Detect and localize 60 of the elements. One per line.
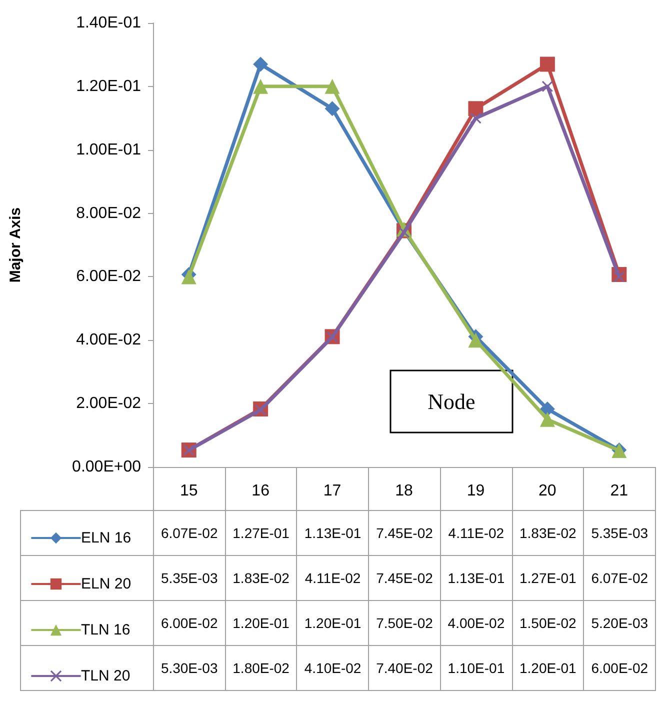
data-label: 4.11E-02 [296,555,370,601]
point [253,56,268,72]
x-tick-label: 16 [252,482,270,500]
y-tick-label: 2.00E-02 [76,395,142,412]
legend-label: TLN 16 [81,622,130,638]
point [470,112,482,124]
data-label: 5.35E-03 [583,510,656,556]
point [253,78,268,94]
point [540,401,555,416]
data-label: 4.10E-02 [296,645,370,691]
point [324,101,340,116]
point [540,56,555,72]
data-label: 1.20E-01 [296,600,370,646]
data-label: 4.11E-02 [440,510,513,556]
data-label: 1.27E-01 [224,510,298,556]
data-label: 5.30E-03 [153,645,226,691]
data-label: 6.00E-02 [583,645,656,691]
x-tick-label: 20 [538,482,556,500]
data-label: 6.00E-02 [153,600,226,646]
x-tick-label: 15 [180,482,198,500]
legend-label: ELN 16 [81,530,132,546]
point [324,78,340,94]
y-tick-label: 4.00E-02 [76,332,142,349]
data-label: 6.07E-02 [583,555,656,601]
data-label: 7.50E-02 [368,600,441,646]
legend-label: ELN 20 [81,576,132,592]
data-label: 1.50E-02 [512,600,584,646]
x-tick-label: 19 [466,482,485,500]
data-label: 1.13E-01 [440,555,513,601]
y-tick-label: 1.20E-01 [76,78,142,95]
y-tick-label: 1.00E-01 [76,141,142,158]
x-tick-label: 21 [610,482,628,500]
data-label: 5.35E-03 [153,555,226,601]
y-axis-title: Major Axis [7,207,24,283]
point [540,412,555,427]
data-label: 5.20E-03 [583,600,656,646]
point [468,101,484,116]
data-label: 1.27E-01 [512,555,584,601]
data-label: 7.45E-02 [368,555,441,601]
y-tick-label: 6.00E-02 [76,268,142,286]
y-tick-label: 0.00E+00 [72,458,142,476]
data-label: 1.83E-02 [512,510,584,556]
data-label: 1.20E-01 [224,600,298,646]
data-label: 1.13E-01 [296,510,370,556]
data-label: 1.83E-02 [224,555,298,601]
point [468,332,484,348]
x-tick-label: 18 [395,482,413,500]
point [542,80,553,92]
y-tick-label: 1.40E-01 [76,14,142,32]
x-tick-label: 17 [323,482,342,500]
data-label: 6.07E-02 [153,510,226,556]
data-label: 7.45E-02 [368,510,441,556]
data-label: 7.40E-02 [368,645,441,691]
data-label: 1.10E-01 [440,645,513,691]
data-label: 1.80E-02 [224,645,298,691]
data-label: 4.00E-02 [440,600,513,646]
data-label: 1.20E-01 [512,645,584,691]
y-tick-label: 8.00E-02 [76,204,142,222]
x-axis-title: Node [428,389,476,414]
legend-label: TLN 20 [81,668,130,684]
